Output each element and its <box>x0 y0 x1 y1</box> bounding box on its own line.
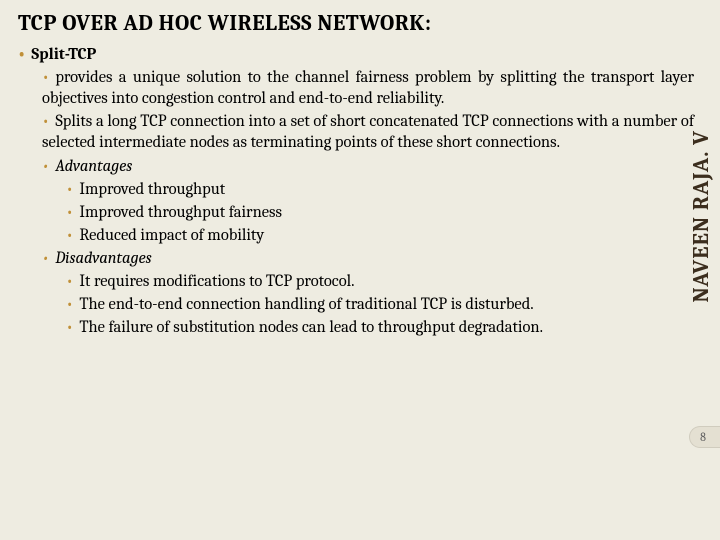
slide-title: TCP OVER AD HOC WIRELESS NETWORK: <box>18 10 702 36</box>
bullet-icon: • <box>42 68 49 87</box>
content-wrap: •Split-TCP •provides a unique solution t… <box>18 44 702 340</box>
bullet-l3: • The failure of substitution nodes can l… <box>66 317 694 338</box>
bullet-l3: • Improved throughput <box>66 179 694 200</box>
bullet-icon: • <box>18 45 25 64</box>
l3-text: Improved throughput <box>79 180 225 199</box>
l3-text: The failure of substitution nodes can le… <box>79 318 543 337</box>
bullet-icon: • <box>66 295 73 314</box>
bullet-icon: • <box>42 112 49 131</box>
slide: TCP OVER AD HOC WIRELESS NETWORK: •Split… <box>0 0 720 540</box>
bullet-l3: • It requires modifications to TCP protoc… <box>66 271 694 292</box>
l3-text: Improved throughput fairness <box>79 203 282 222</box>
bullet-icon: • <box>66 226 73 245</box>
author-vertical-label: NAVEEN RAJA. V <box>688 130 714 302</box>
bullet-icon: • <box>66 272 73 291</box>
bullet-l2: •Splits a long TCP connection into a set… <box>42 111 694 153</box>
l3-text: Reduced impact of mobility <box>79 226 264 245</box>
bullet-icon: • <box>66 203 73 222</box>
bullet-l3: • Improved throughput fairness <box>66 202 694 223</box>
bullet-icon: • <box>42 249 49 268</box>
l2-text: provides a unique solution to the channe… <box>42 68 694 108</box>
l2-text: Disadvantages <box>55 249 151 268</box>
bullet-icon: • <box>66 180 73 199</box>
bullet-l2: •provides a unique solution to the chann… <box>42 67 694 109</box>
bullet-icon: • <box>66 318 73 337</box>
bullet-icon: • <box>42 157 49 176</box>
l1-text: Split-TCP <box>31 45 96 64</box>
page-number-badge: 8 <box>689 426 720 448</box>
l3-text: The end-to-end connection handling of tr… <box>79 295 533 314</box>
l2-text: Splits a long TCP connection into a set … <box>42 112 694 152</box>
bullet-l3: • Reduced impact of mobility <box>66 225 694 246</box>
bullet-l2-advantages: • Advantages <box>42 156 694 177</box>
bullet-l3: • The end-to-end connection handling of t… <box>66 294 694 315</box>
l2-text: Advantages <box>55 157 132 176</box>
l3-text: It requires modifications to TCP protoco… <box>79 272 354 291</box>
bullet-l1: • Split-TCP <box>18 44 694 65</box>
bullet-l2-disadvantages: • Disadvantages <box>42 248 694 269</box>
content: •Split-TCP •provides a unique solution t… <box>18 44 702 340</box>
